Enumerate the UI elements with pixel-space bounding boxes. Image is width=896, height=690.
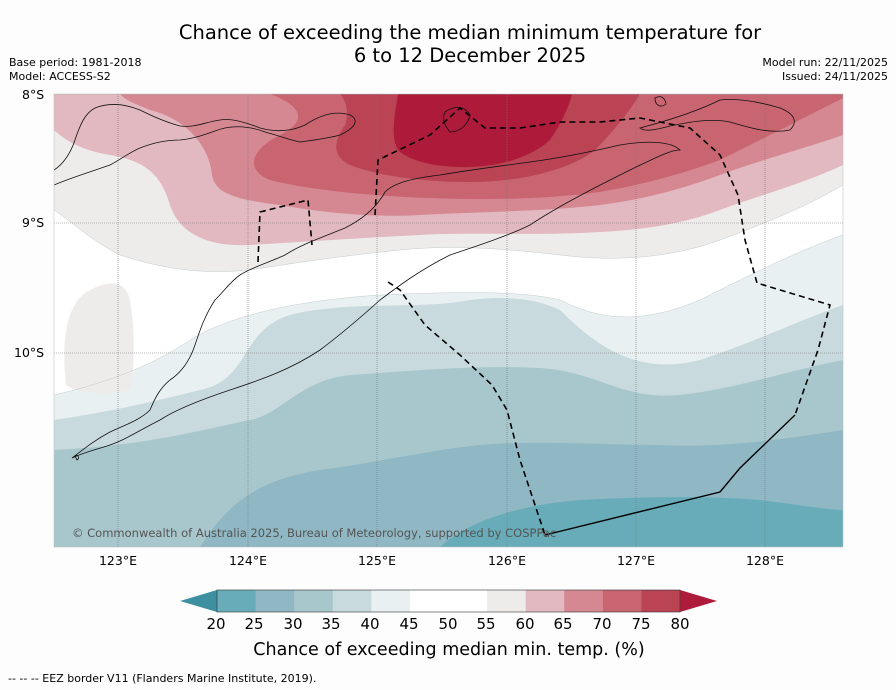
eez-border bbox=[257, 106, 831, 536]
colorbar-tick: 40 bbox=[360, 615, 380, 633]
issued-date: Issued: 24/11/2025 bbox=[781, 70, 888, 83]
lon-label-124e: 124°E bbox=[228, 553, 267, 568]
eez-legend-footer: -- -- -- EEZ border V11 (Flanders Marine… bbox=[8, 672, 317, 685]
colorbar-tick: 75 bbox=[631, 615, 651, 633]
lat-label-9s: 9°S bbox=[22, 215, 45, 230]
colorbar-tick: 65 bbox=[553, 615, 573, 633]
colorbar-cell bbox=[641, 590, 681, 612]
colorbar-cell bbox=[332, 590, 372, 612]
colorbar bbox=[180, 589, 717, 613]
colorbar-cell bbox=[217, 590, 257, 612]
wetar-coast bbox=[639, 99, 795, 132]
contour-55-60-island bbox=[64, 283, 134, 394]
lat-label-10s: 10°S bbox=[14, 345, 45, 360]
base-period: Base period: 1981-2018 bbox=[9, 56, 142, 69]
colorbar-low-arrow bbox=[180, 590, 217, 612]
colorbar-tick: 35 bbox=[321, 615, 341, 633]
colorbar-cell bbox=[255, 590, 295, 612]
small-island-2 bbox=[74, 455, 79, 461]
coastlines bbox=[54, 96, 795, 461]
map-title-line2: 6 to 12 December 2025 bbox=[353, 44, 587, 67]
contour-20-25 bbox=[440, 496, 843, 547]
colorbar-tick: 30 bbox=[283, 615, 303, 633]
colorbar-tick: 55 bbox=[476, 615, 496, 633]
colorbar-tick: 25 bbox=[244, 615, 264, 633]
colorbar-cell bbox=[525, 590, 565, 612]
lon-label-127e: 127°E bbox=[616, 553, 655, 568]
colorbar-cell bbox=[602, 590, 642, 612]
colorbar-cell bbox=[487, 590, 527, 612]
model-run: Model run: 22/11/2025 bbox=[762, 56, 888, 69]
maritime-boundary bbox=[544, 414, 796, 536]
lat-label-8s: 8°S bbox=[22, 87, 45, 102]
colorbar-cell bbox=[448, 590, 488, 612]
copyright-notice: © Commonwealth of Australia 2025, Bureau… bbox=[72, 526, 557, 540]
colorbar-cell bbox=[409, 590, 449, 612]
colorbar-cell bbox=[371, 590, 411, 612]
colorbar-high-arrow bbox=[680, 590, 717, 612]
map-title-line1: Chance of exceeding the median minimum t… bbox=[178, 21, 762, 44]
colorbar-tick: 45 bbox=[399, 615, 419, 633]
colorbar-tick: 70 bbox=[592, 615, 612, 633]
contour-80-plus bbox=[393, 94, 572, 168]
colorbar-tick: 80 bbox=[670, 615, 690, 633]
colorbar-tick: 20 bbox=[206, 615, 226, 633]
colorbar-label: Chance of exceeding median min. temp. (%… bbox=[253, 640, 645, 660]
probability-contours bbox=[54, 94, 843, 547]
lon-label-128e: 128°E bbox=[745, 553, 784, 568]
colorbar-cell bbox=[294, 590, 334, 612]
timor-island-coast bbox=[71, 141, 681, 459]
colorbar-tick: 50 bbox=[438, 615, 458, 633]
model-name: Model: ACCESS-S2 bbox=[9, 70, 111, 83]
small-island-1 bbox=[654, 96, 667, 107]
graticule bbox=[54, 94, 843, 547]
colorbar-tick: 60 bbox=[515, 615, 535, 633]
lon-label-125e: 125°E bbox=[357, 553, 396, 568]
lon-label-123e: 123°E bbox=[98, 553, 137, 568]
northern-islands-coast bbox=[54, 104, 356, 186]
colorbar-cell bbox=[564, 590, 604, 612]
lon-label-126e: 126°E bbox=[487, 553, 526, 568]
